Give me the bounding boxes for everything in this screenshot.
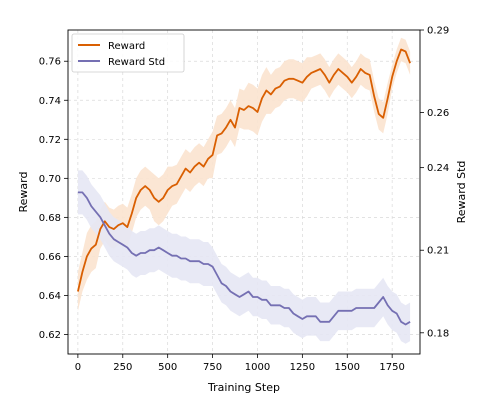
- x-tick-label: 0: [75, 362, 81, 373]
- x-tick-label: 1250: [290, 362, 315, 373]
- y-tick-label: 0.64: [39, 291, 61, 302]
- legend-label-reward: Reward: [108, 41, 145, 52]
- y-tick-label: 0.76: [39, 57, 61, 68]
- legend-box: [71, 33, 185, 73]
- y-tick-label: 0.72: [39, 135, 61, 146]
- series-lines: [77, 48, 411, 326]
- series-band-0: [77, 37, 411, 312]
- y2-tick-label: 0.18: [427, 328, 449, 339]
- y-tick-label: 0.62: [39, 330, 61, 341]
- y-axis-ticks: 0.62 0.64 0.66 0.68 0.70 0.72 0.74 0.76: [39, 57, 68, 341]
- series-line-0: [77, 48, 411, 292]
- plot-frame: [67, 29, 421, 355]
- y-tick-label: 0.66: [39, 252, 61, 263]
- x-tick-label: 1750: [379, 362, 404, 373]
- x-axis-label: Training Step: [207, 381, 280, 394]
- x-tick-label: 1500: [335, 362, 360, 373]
- x-tick-label: 250: [113, 362, 132, 373]
- y2-tick-label: 0.29: [427, 26, 449, 37]
- y-tick-label: 0.74: [39, 96, 61, 107]
- y2-tick-label: 0.24: [427, 163, 449, 174]
- y-axis-label: Reward: [17, 172, 30, 213]
- y2-tick-label: 0.26: [427, 108, 449, 119]
- x-tick-label: 1000: [245, 362, 270, 373]
- series-line-1: [77, 191, 411, 326]
- series-band-1: [77, 170, 411, 344]
- y2-axis-ticks: 0.18 0.21 0.24 0.26 0.29: [420, 26, 449, 339]
- bands: [77, 37, 411, 344]
- y2-tick-label: 0.21: [427, 246, 449, 257]
- x-tick-label: 750: [203, 362, 222, 373]
- x-tick-label: 500: [158, 362, 177, 373]
- y2-axis-label: Reward Std: [455, 161, 468, 224]
- y-tick-label: 0.70: [39, 174, 61, 185]
- x-axis-ticks: 0 250 500 750 1000 1250 1500 1750: [75, 354, 405, 373]
- legend: Reward Reward Std: [71, 33, 185, 73]
- legend-label-reward-std: Reward Std: [108, 57, 165, 68]
- y-tick-label: 0.68: [39, 213, 61, 224]
